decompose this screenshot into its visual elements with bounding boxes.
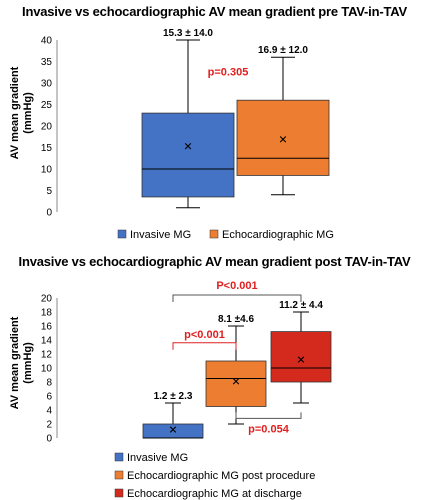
plot-area: 0 5 10 15 20 25 30 35 40 15.3 ± 14.0 16.9 ± 12.0 p=… (41, 28, 334, 241)
legend-swatch (117, 229, 127, 239)
y-tick-label: 6 (46, 392, 52, 403)
box-2: 16.9 ± 12.0 (236, 45, 330, 196)
y-tick-label: 30 (41, 79, 53, 90)
mean-marker (279, 136, 287, 143)
legend-label: Echocardiographic MG post procedure (127, 470, 315, 482)
mean-marker (169, 426, 177, 433)
p-value: p=0.305 (208, 66, 249, 78)
mean-marker (232, 378, 240, 385)
data-label: 8.1 ±4.6 (218, 314, 255, 325)
box-iqr (270, 331, 332, 383)
p-value: p<0.001 (184, 329, 225, 341)
data-label: 11.2 ± 4.4 (279, 300, 323, 311)
chart-pre: Invasive vs echocardiographic AV mean gr… (9, 4, 407, 241)
box-1: 15.3 ± 14.0 (141, 28, 235, 209)
legend-label: Invasive MG (127, 452, 188, 464)
box-iqr (142, 423, 204, 439)
p-value: p=0.054 (248, 423, 290, 435)
box-1: 1.2 ± 2.3 (142, 391, 204, 439)
y-tick-label: 2 (46, 420, 52, 431)
box-iqr (141, 112, 235, 198)
legend-label: Echocardiographic MG at discharge (127, 488, 302, 500)
p-value: P<0.001 (216, 280, 257, 292)
legend-label: Invasive MG (130, 229, 191, 241)
y-tick-label: 10 (41, 165, 53, 176)
y-tick-label: 10 (41, 364, 53, 375)
data-label: 16.9 ± 12.0 (258, 45, 308, 56)
box-2: 8.1 ±4.6 (205, 314, 267, 425)
legend-swatch (114, 452, 124, 462)
y-tick-label: 18 (41, 308, 53, 319)
y-tick-label: 25 (41, 100, 53, 111)
bracket-1-3 (172, 294, 302, 302)
chart-title: Invasive vs echocardiographic AV mean gr… (18, 254, 411, 269)
y-tick-label: 14 (41, 336, 53, 347)
y-tick-label: 15 (41, 143, 53, 154)
chart-title: Invasive vs echocardiographic AV mean gr… (22, 4, 407, 19)
y-tick-label: 40 (41, 36, 53, 47)
box-iqr (205, 360, 267, 407)
legend-label: Echocardiographic MG (222, 229, 334, 241)
y-tick-label: 0 (46, 434, 52, 445)
data-label: 15.3 ± 14.0 (163, 28, 213, 39)
y-tick-label: 20 (41, 294, 53, 305)
bracket-1-2 (172, 342, 237, 350)
chart-post: Invasive vs echocardiographic AV mean gr… (0, 250, 429, 500)
data-label: 1.2 ± 2.3 (154, 391, 193, 402)
y-tick-label: 4 (46, 406, 52, 417)
y-tick-label: 20 (41, 122, 53, 133)
box-iqr (236, 99, 330, 176)
y-tick-label: 5 (46, 186, 52, 197)
box-3: 11.2 ± 4.4 (270, 300, 332, 404)
y-tick-label: 16 (41, 322, 53, 333)
y-tick-label: 0 (46, 208, 52, 219)
plot-area: 0 2 4 6 8 10 12 14 16 18 20 1.2 ± 2.3 8.1 ±4.6 11.2 ±… (41, 280, 332, 500)
bracket-2-3 (235, 412, 302, 419)
y-tick-label: 12 (41, 350, 53, 361)
legend-swatch (209, 229, 219, 239)
mean-marker (184, 143, 192, 150)
y-tick-label: 8 (46, 378, 52, 389)
y-tick-label: 35 (41, 57, 53, 68)
legend-swatch (114, 470, 124, 480)
legend-swatch (114, 488, 124, 498)
mean-marker (297, 356, 305, 363)
